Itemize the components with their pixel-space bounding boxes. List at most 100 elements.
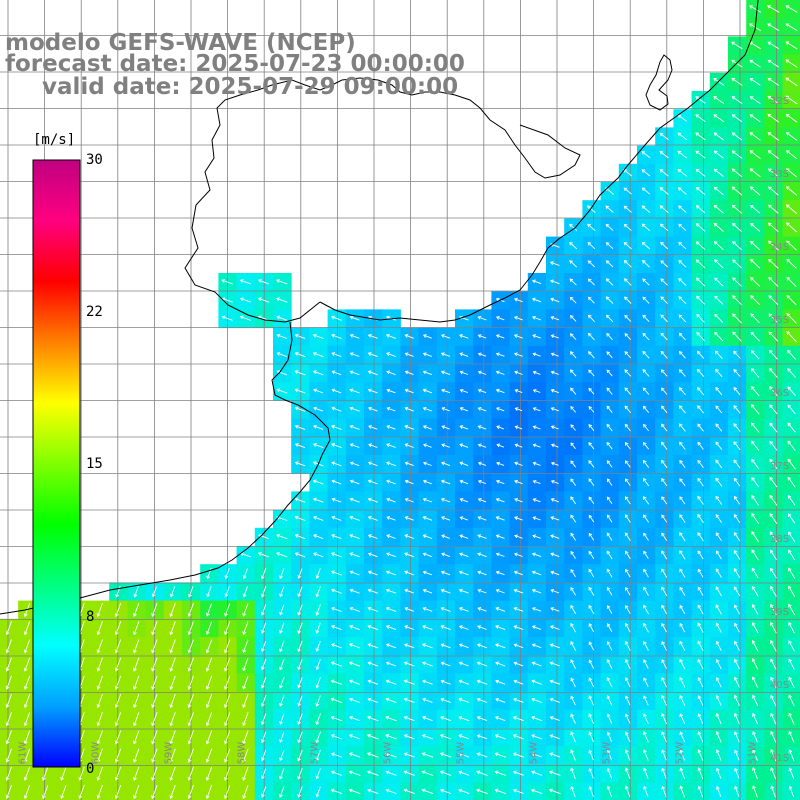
wind-arrow (330, 788, 343, 795)
wind-arrow (570, 713, 576, 724)
wind-arrow (642, 296, 650, 304)
wind-arrow (733, 604, 740, 615)
wind-arrow (187, 603, 194, 617)
wind-arrow (477, 315, 487, 321)
wind-arrow (788, 712, 795, 725)
wind-arrow (767, 95, 780, 105)
wind-arrow (422, 370, 433, 376)
wind-arrow (588, 641, 595, 651)
wind-arrow (641, 169, 651, 177)
wind-arrow (458, 788, 470, 795)
wind-arrow (421, 788, 434, 795)
wind-arrow (495, 352, 505, 357)
wind-arrow (695, 223, 706, 232)
wind-arrow (731, 222, 742, 232)
wind-arrow (643, 532, 649, 541)
wind-cell (364, 782, 383, 800)
wind-arrow (239, 297, 251, 303)
wind-arrow (624, 333, 632, 341)
wind-arrow (315, 622, 321, 634)
wind-arrow (133, 748, 140, 763)
wind-arrow (315, 659, 321, 671)
wind-arrow (624, 387, 632, 395)
wind-arrow (569, 369, 577, 377)
wind-arrow (642, 749, 649, 761)
wind-arrow (677, 168, 688, 177)
wind-arrow (697, 459, 704, 468)
wind-arrow (751, 694, 759, 707)
wind-arrow (60, 784, 67, 800)
wind-arrow (349, 370, 360, 376)
wind-arrow (623, 260, 632, 268)
wind-arrow (476, 788, 488, 795)
wind-arrow (641, 223, 651, 232)
wind-arrow (385, 643, 397, 649)
wind-arrow (367, 643, 379, 649)
wind-arrow (439, 788, 452, 794)
wind-arrow (96, 602, 103, 618)
wind-arrow (459, 479, 469, 485)
wind-arrow (513, 697, 524, 703)
wind-arrow (750, 277, 761, 287)
wind-arrow (588, 532, 595, 541)
wind-arrow (260, 713, 267, 726)
wind-arrow (386, 534, 396, 539)
wind-arrow (313, 424, 324, 430)
wind-arrow (733, 586, 741, 597)
wind-arrow (569, 241, 578, 250)
wind-arrow (512, 715, 524, 722)
wind-arrow (678, 350, 686, 359)
wind-arrow (733, 694, 740, 707)
wind-arrow (752, 785, 758, 798)
wind-arrow (788, 785, 795, 798)
wind-arrow (496, 461, 505, 466)
wind-arrow (606, 695, 613, 706)
wind-arrow (422, 406, 433, 412)
wind-arrow (297, 731, 303, 744)
wind-arrow (422, 516, 433, 521)
wind-cell (782, 673, 800, 693)
wind-arrow (386, 479, 396, 485)
wind-arrow (151, 603, 158, 617)
wind-arrow (385, 333, 397, 339)
wind-arrow (697, 713, 704, 724)
wind-arrow (715, 477, 723, 487)
wind-arrow (549, 661, 561, 667)
wind-arrow (495, 607, 506, 612)
wind-arrow (242, 621, 249, 636)
coastline-bay (645, 54, 673, 111)
wind-arrow (23, 621, 31, 636)
wind-arrow (532, 516, 541, 521)
wind-arrow (366, 752, 379, 758)
wind-arrow (642, 387, 650, 395)
wind-arrow (205, 639, 213, 654)
wind-arrow (440, 479, 451, 485)
wind-arrow (531, 679, 542, 685)
wind-arrow (404, 625, 415, 630)
wind-arrow (239, 279, 251, 285)
wind-arrow (294, 552, 306, 558)
wind-arrow (385, 606, 397, 612)
wind-arrow (331, 606, 342, 612)
wind-arrow (403, 788, 415, 795)
wind-arrow (276, 279, 288, 285)
wind-arrow (550, 334, 559, 339)
wind-arrow (385, 570, 397, 576)
wind-arrow (224, 693, 231, 709)
wind-arrow (749, 5, 762, 13)
wind-arrow (297, 604, 303, 616)
wind-arrow (660, 350, 668, 359)
wind-arrow (606, 387, 613, 395)
wind-arrow (187, 657, 194, 672)
wind-arrow (788, 694, 795, 707)
wind-arrow (441, 516, 451, 521)
lon-label: 58W (236, 741, 248, 765)
wind-arrow (715, 640, 722, 651)
wind-arrow (367, 479, 378, 485)
wind-arrow (570, 677, 576, 687)
wind-arrow (715, 532, 722, 542)
wind-arrow (367, 461, 378, 467)
wind-arrow (715, 568, 722, 578)
wind-arrow (623, 223, 632, 231)
wind-arrow (550, 425, 559, 430)
